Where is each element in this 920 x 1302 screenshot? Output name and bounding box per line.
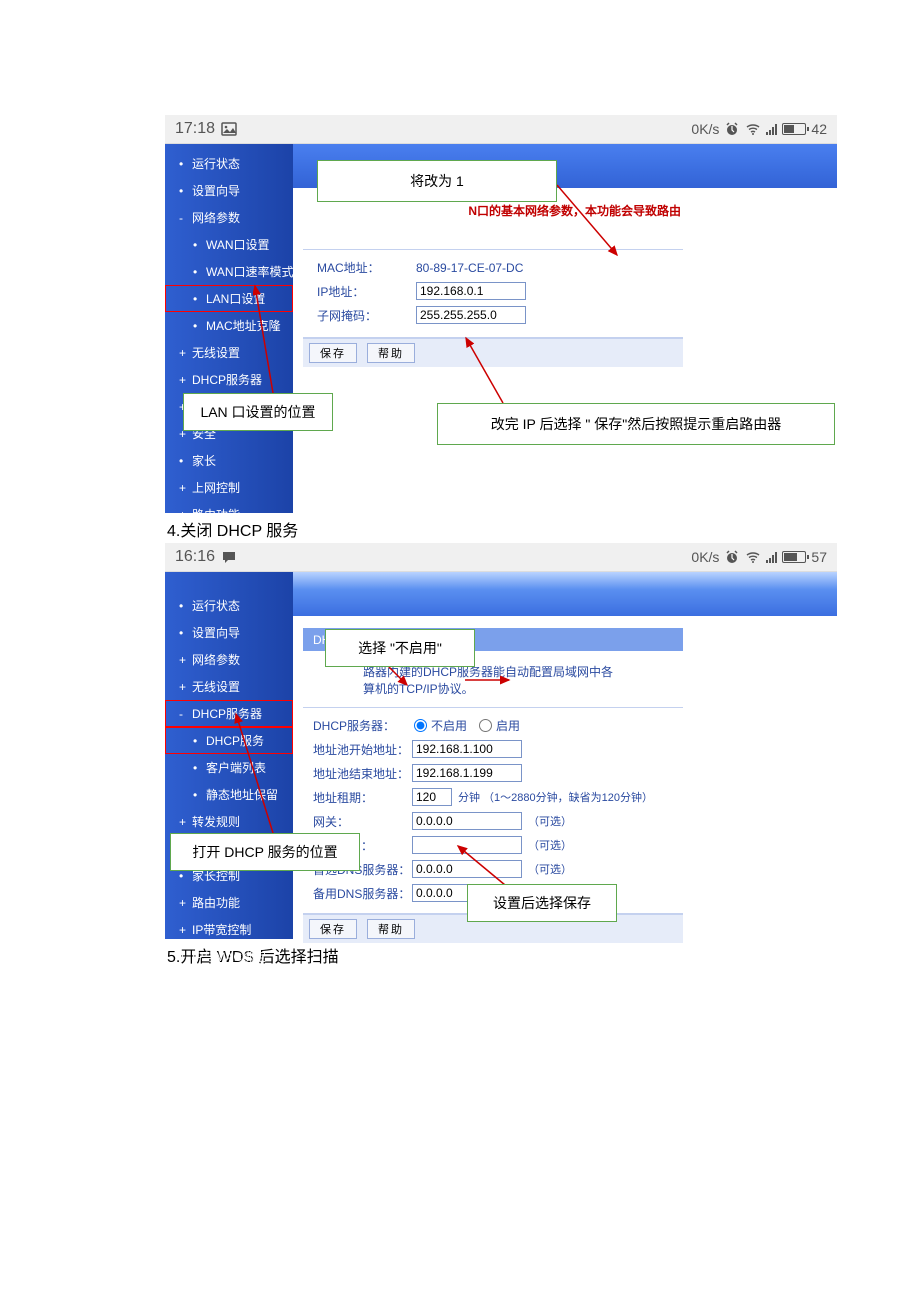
dns2-label: 备用DNS服务器： (307, 885, 412, 902)
status-bar: 17:18 0K/s 42 (165, 115, 837, 143)
sidebar-item[interactable]: LAN口设置 (165, 285, 293, 312)
save-button[interactable]: 保存 (309, 343, 357, 363)
dom-input[interactable] (412, 836, 522, 854)
gw-suffix: （可选） (522, 813, 572, 829)
lease-input[interactable] (412, 788, 452, 806)
radio-disable[interactable] (414, 719, 427, 732)
header-band (293, 572, 837, 616)
callout-change-to-1: 将改为 1 (317, 160, 557, 202)
sidebar-item[interactable]: 无线设置 (165, 673, 293, 700)
sidebar-item[interactable]: 家长 (165, 447, 293, 474)
sidebar-item[interactable]: 设置向导 (165, 177, 293, 204)
sidebar-item[interactable]: 运行状态 (165, 150, 293, 177)
gw-label: 网关： (307, 813, 412, 830)
start-input[interactable] (412, 740, 522, 758)
signal-icon (766, 551, 777, 563)
mac-label: MAC地址： (311, 259, 416, 276)
save-button[interactable]: 保存 (309, 919, 357, 939)
ip-label: IP地址： (311, 283, 416, 300)
radio-disable-label: 不启用 (431, 717, 467, 734)
sidebar-item[interactable]: 上网控制 (165, 474, 293, 501)
sidebar-item[interactable]: 网络参数 (165, 204, 293, 231)
radio-enable-label: 启用 (496, 717, 520, 734)
status-battery-pct: 57 (811, 549, 827, 565)
dns1-input[interactable] (412, 860, 522, 878)
sidebar-item[interactable]: 无线设置 (165, 339, 293, 366)
ip-input[interactable] (416, 282, 526, 300)
status-time: 17:18 (175, 120, 215, 138)
status-time: 16:16 (175, 548, 215, 566)
end-label: 地址池结束地址： (307, 765, 412, 782)
help-button[interactable]: 帮助 (367, 919, 415, 939)
callout-save-restart: 改完 IP 后选择 " 保存"然后按照提示重启路由器 (437, 403, 835, 445)
sidebar-item[interactable]: 静态地址保留 (165, 781, 293, 808)
sidebar-item[interactable]: DHCP服务 (165, 727, 293, 754)
sidebar-item[interactable]: IP与MAC绑定 (165, 943, 293, 970)
sidebar-item[interactable]: DHCP服务器 (165, 366, 293, 393)
callout-save-after: 设置后选择保存 (467, 884, 617, 922)
page-content: 17:18 0K/s 42 运行状态设置向导网络参数WAN口设置WAN口速率模式… (165, 115, 837, 969)
sidebar-item[interactable]: IP带宽控制 (165, 916, 293, 943)
picture-icon (221, 121, 237, 137)
radio-enable[interactable] (479, 719, 492, 732)
alarm-icon (724, 121, 740, 137)
dom-suffix: （可选） (522, 837, 572, 853)
sidebar-item[interactable]: 网络参数 (165, 646, 293, 673)
mask-label: 子网掩码： (311, 307, 416, 324)
callout-lan-location: LAN 口设置的位置 (183, 393, 333, 431)
sidebar-item[interactable]: 转发规则 (165, 808, 293, 835)
battery-icon (782, 123, 806, 135)
sidebar-item[interactable]: 客户端列表 (165, 754, 293, 781)
sidebar-item[interactable]: 路由功能 (165, 501, 293, 528)
end-input[interactable] (412, 764, 522, 782)
wifi-icon (745, 121, 761, 137)
help-button[interactable]: 帮助 (367, 343, 415, 363)
sidebar-item[interactable]: 动态DNS (165, 970, 293, 997)
sidebar: 运行状态设置向导网络参数无线设置DHCP服务器DHCP服务客户端列表静态地址保留… (165, 572, 293, 939)
alarm-icon (724, 549, 740, 565)
sidebar: 运行状态设置向导网络参数WAN口设置WAN口速率模式LAN口设置MAC地址克隆无… (165, 144, 293, 513)
enable-label: DHCP服务器： (307, 717, 412, 734)
sidebar-item[interactable]: 设置向导 (165, 619, 293, 646)
sidebar-item[interactable]: 运行状态 (165, 592, 293, 619)
status-battery-pct: 42 (811, 121, 827, 137)
sidebar-item[interactable]: DHCP服务器 (165, 700, 293, 727)
lease-label: 地址租期： (307, 789, 412, 806)
button-bar: 保存 帮助 (303, 338, 683, 367)
screenshot-2: 16:16 0K/s 57 运行状态设置向导网络参数无线设置DHCP服务器DHC… (165, 543, 837, 939)
status-bar: 16:16 0K/s 57 (165, 543, 837, 571)
sidebar-item[interactable]: MAC地址克隆 (165, 312, 293, 339)
signal-icon (766, 123, 777, 135)
screenshot-1: 17:18 0K/s 42 运行状态设置向导网络参数WAN口设置WAN口速率模式… (165, 115, 837, 513)
chat-icon (221, 549, 237, 565)
sidebar-item[interactable]: WAN口设置 (165, 231, 293, 258)
sidebar-item[interactable]: 路由功能 (165, 889, 293, 916)
sidebar-item[interactable]: WAN口速率模式 (165, 258, 293, 285)
mask-input[interactable] (416, 306, 526, 324)
gw-input[interactable] (412, 812, 522, 830)
callout-dhcp-location: 打开 DHCP 服务的位置 (170, 833, 360, 871)
mac-value: 80-89-17-CE-07-DC (416, 261, 523, 275)
callout-choose-disable: 选择 "不启用" (325, 629, 475, 667)
status-rate: 0K/s (691, 121, 719, 137)
battery-icon (782, 551, 806, 563)
start-label: 地址池开始地址： (307, 741, 412, 758)
wifi-icon (745, 549, 761, 565)
lease-suffix: 分钟 （1～2880分钟，缺省为120分钟） (452, 789, 653, 805)
dns1-suffix: （可选） (522, 861, 572, 877)
status-rate: 0K/s (691, 549, 719, 565)
